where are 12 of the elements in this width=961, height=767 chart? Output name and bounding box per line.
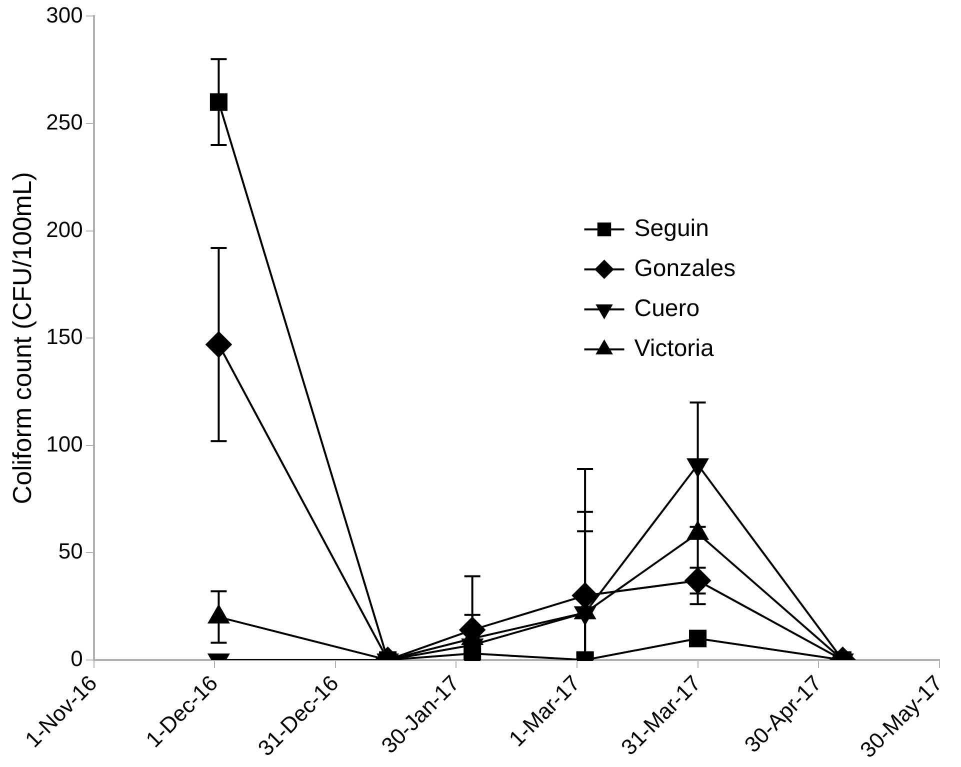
legend-label: Victoria (634, 334, 714, 362)
legend-label: Gonzales (634, 254, 736, 282)
legend-label: Cuero (634, 294, 700, 322)
y-tick-label: 50 (58, 538, 83, 564)
y-tick-label: 100 (46, 431, 83, 456)
y-tick-label: 200 (46, 216, 83, 242)
y-tick-label: 150 (46, 324, 83, 350)
y-tick-label: 250 (46, 110, 83, 135)
y-axis-title: Coliform count (CFU/100mL) (6, 172, 37, 504)
legend-label: Seguin (634, 214, 709, 242)
y-tick-label: 0 (70, 646, 83, 672)
y-tick-label: 300 (46, 2, 83, 28)
